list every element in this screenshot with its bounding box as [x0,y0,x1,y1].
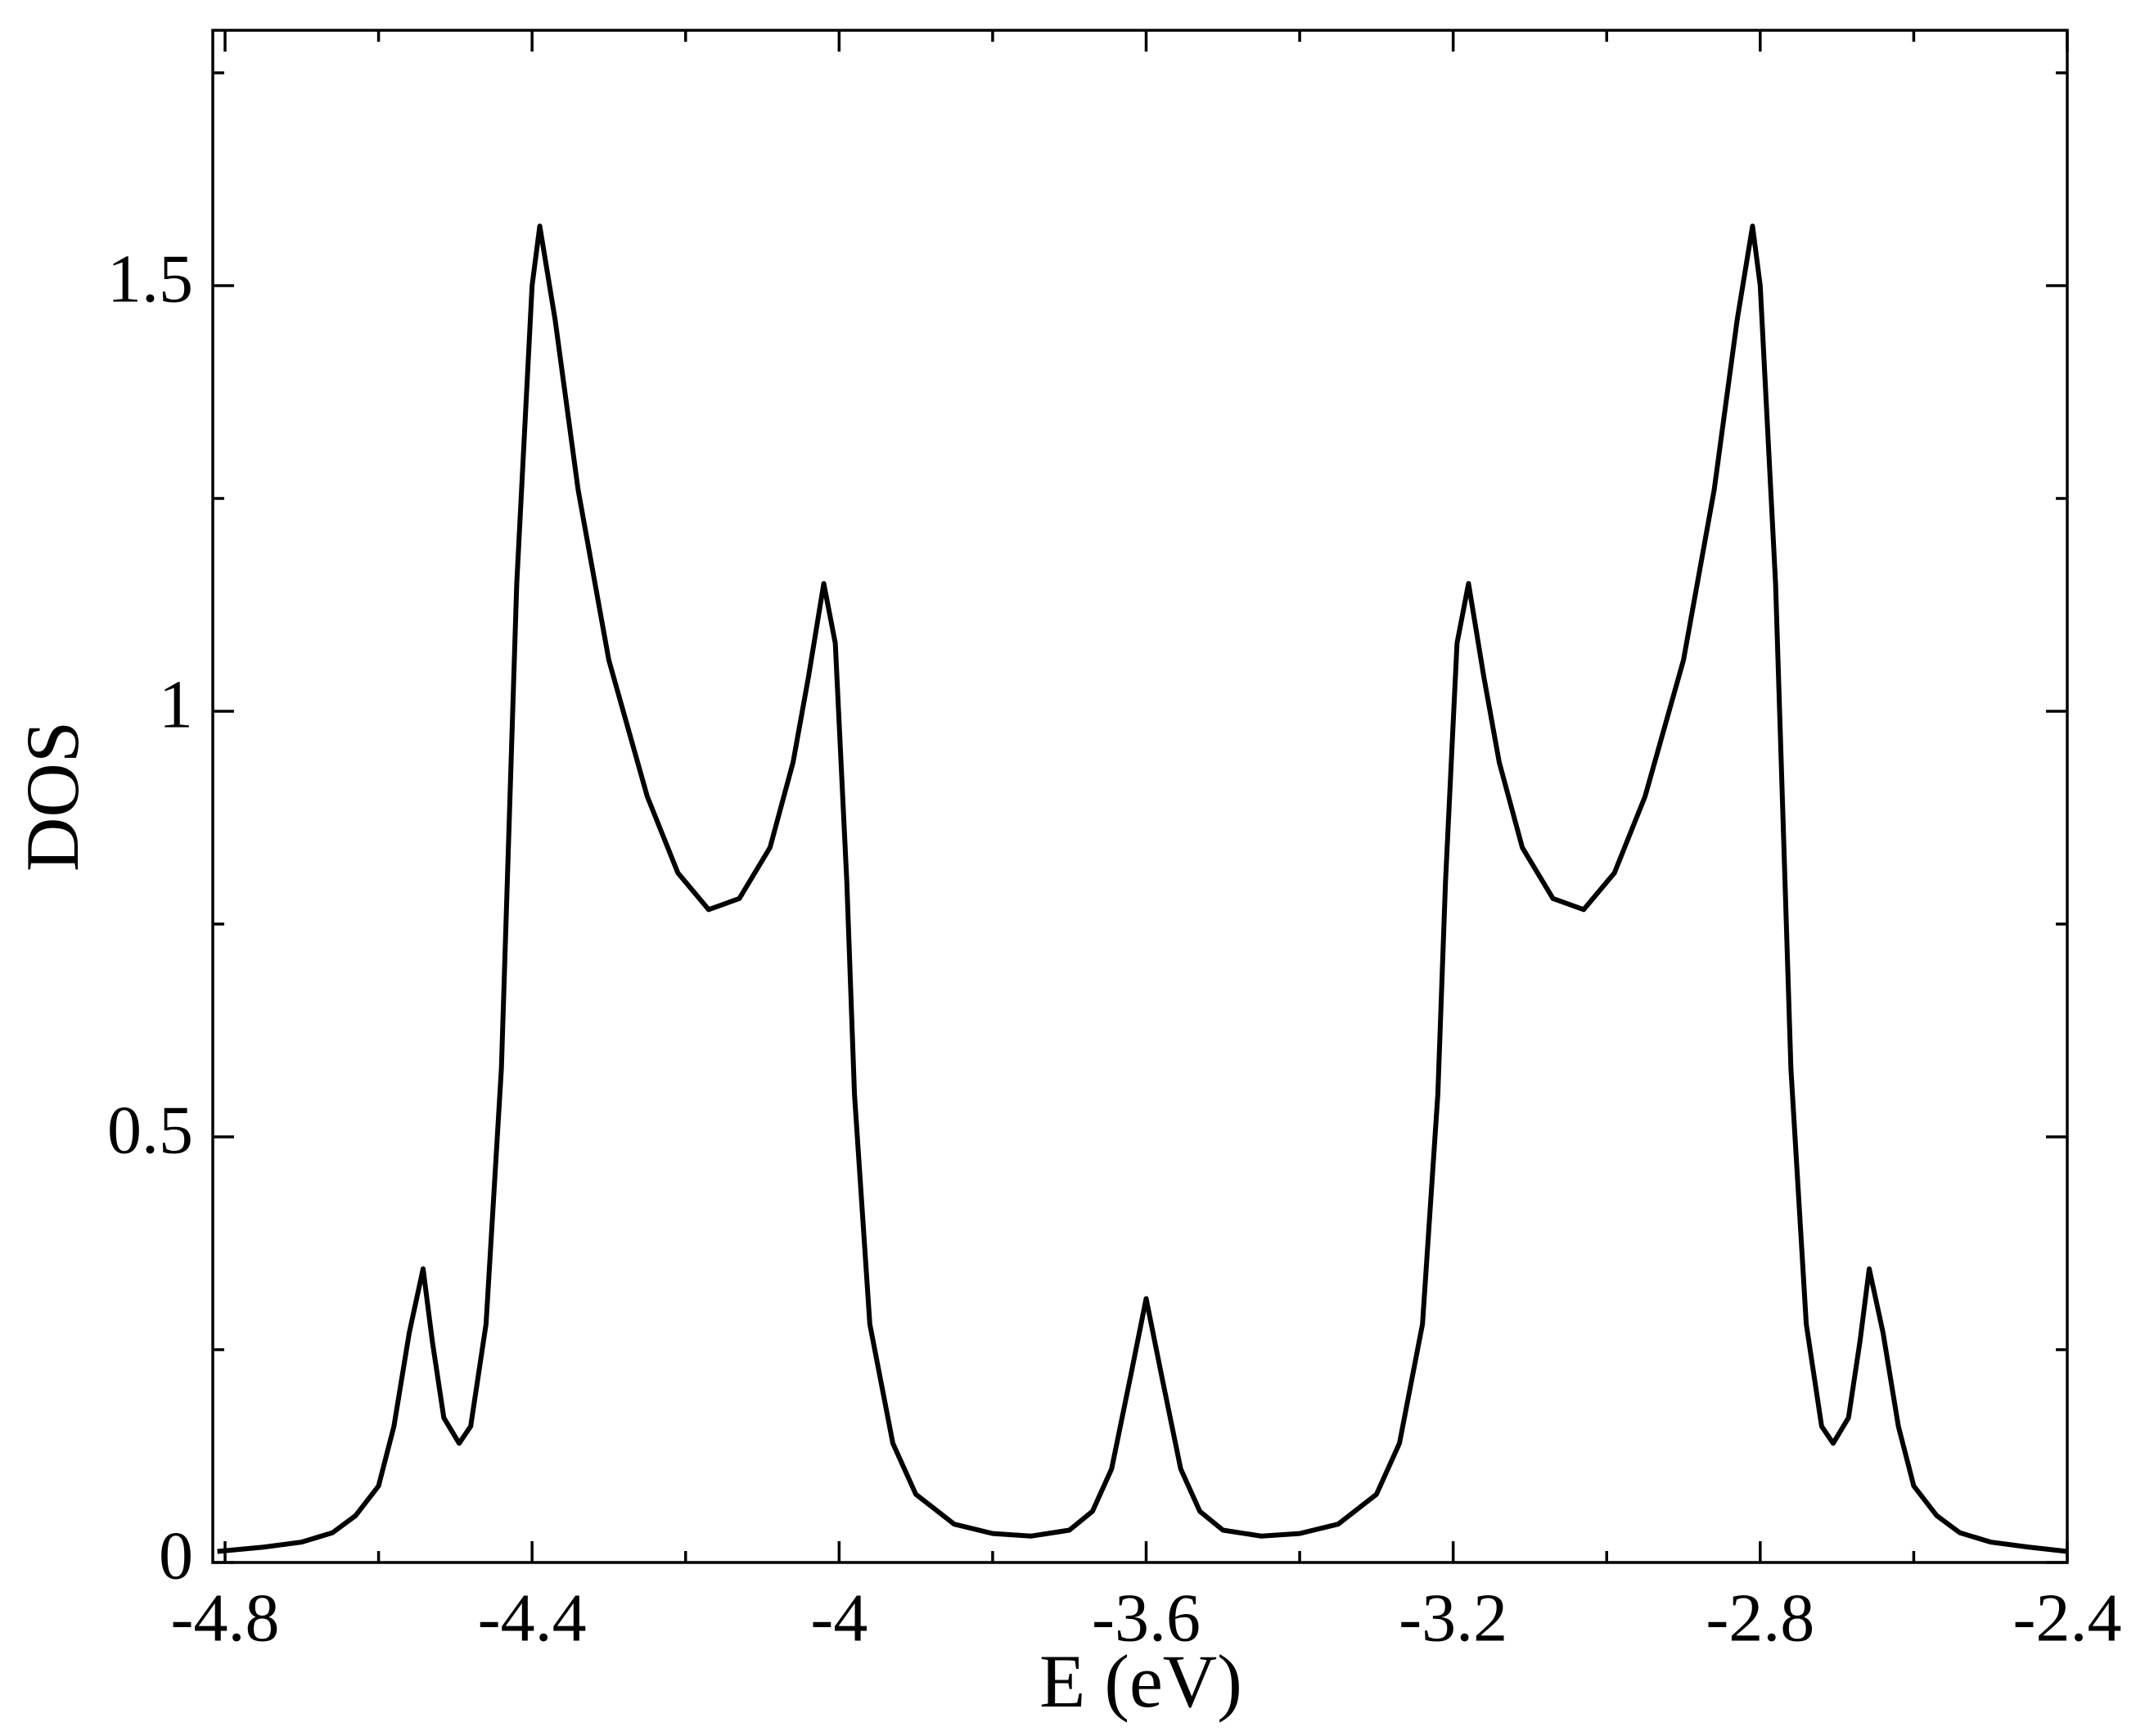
x-tick-label: -2.4 [2013,1580,2122,1656]
plot-frame [211,29,2069,1564]
x-axis-label: E (eV) [1039,1639,1242,1723]
x-tick-label: -4.4 [478,1580,587,1656]
x-tick-label: -4.8 [171,1580,280,1656]
x-tick-label: -4 [810,1580,867,1656]
x-tick-label: -3.2 [1399,1580,1507,1656]
y-tick-label: 0 [159,1517,193,1594]
y-tick-label: 0.5 [107,1092,193,1168]
x-tick-label: -3.6 [1092,1580,1201,1656]
y-tick-label: 1.5 [107,241,193,317]
dos-curve [217,223,2068,1554]
y-axis-label: DOS [11,721,94,872]
y-tick-label: 1 [159,666,193,742]
x-tick-label: -2.8 [1706,1580,1814,1656]
